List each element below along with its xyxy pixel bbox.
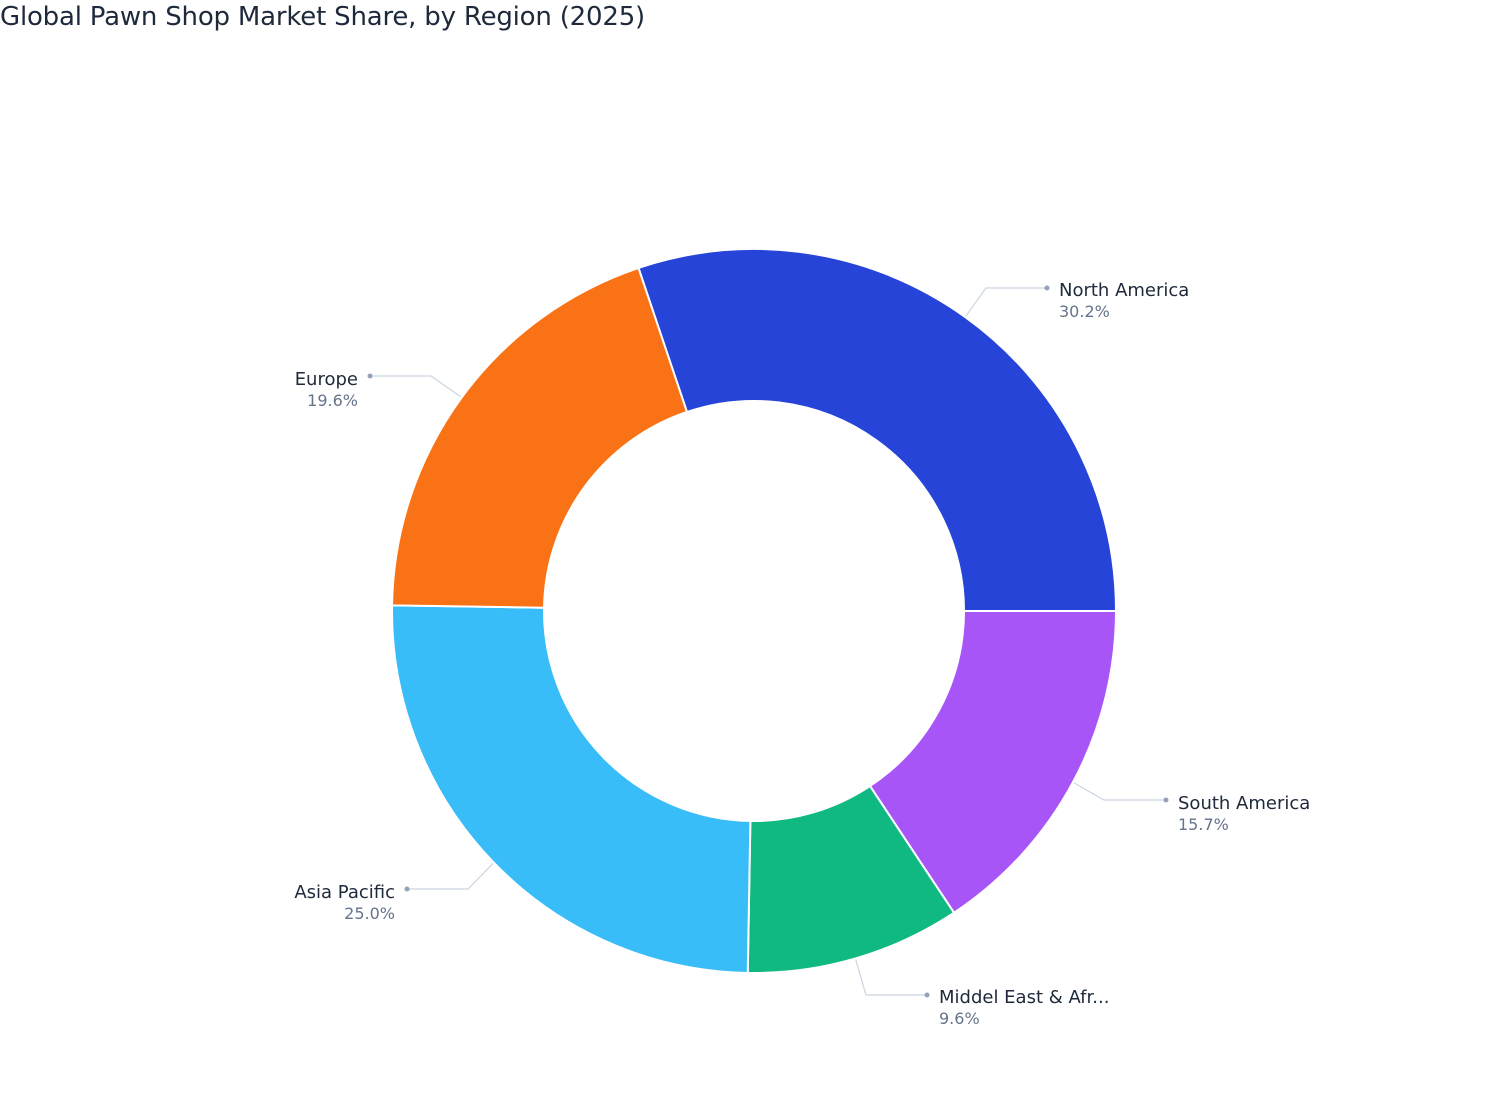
leader-line-south-america: [1073, 782, 1166, 801]
leader-line-north-america: [965, 287, 1047, 317]
slice-value-north-america: 30.2%: [1059, 302, 1110, 321]
leader-dot-europe: [367, 373, 373, 379]
slice-label-south-america: South America: [1178, 793, 1310, 814]
slice-south-america[interactable]: [868, 610, 1118, 915]
leader-dot-north-america: [1044, 285, 1050, 291]
slice-europe[interactable]: [391, 266, 689, 609]
slice-label-north-america: North America: [1059, 280, 1189, 301]
leader-line-middel-east-afr: [855, 959, 927, 996]
leader-dot-south-america: [1163, 797, 1169, 803]
leader-line-europe: [370, 375, 462, 398]
slice-label-middel-east-afr: Middel East & Afr...: [939, 987, 1109, 1008]
leader-line-asia-pacific: [407, 862, 494, 890]
chart-title: Global Pawn Shop Market Share, by Region…: [0, 2, 645, 32]
slice-value-asia-pacific: 25.0%: [344, 904, 395, 923]
slice-value-europe: 19.6%: [307, 391, 358, 410]
slice-label-europe: Europe: [295, 369, 358, 390]
donut-slices: [391, 248, 1118, 974]
slice-asia-pacific[interactable]: [391, 604, 752, 974]
slice-value-south-america: 15.7%: [1178, 815, 1229, 834]
leader-dot-asia-pacific: [404, 886, 410, 892]
slice-value-middel-east-afr: 9.6%: [939, 1009, 980, 1028]
slice-north-america[interactable]: [637, 248, 1118, 612]
label-leaders: [367, 285, 1169, 998]
slice-label-asia-pacific: Asia Pacific: [294, 882, 395, 903]
leader-dot-middel-east-afr: [924, 992, 930, 998]
